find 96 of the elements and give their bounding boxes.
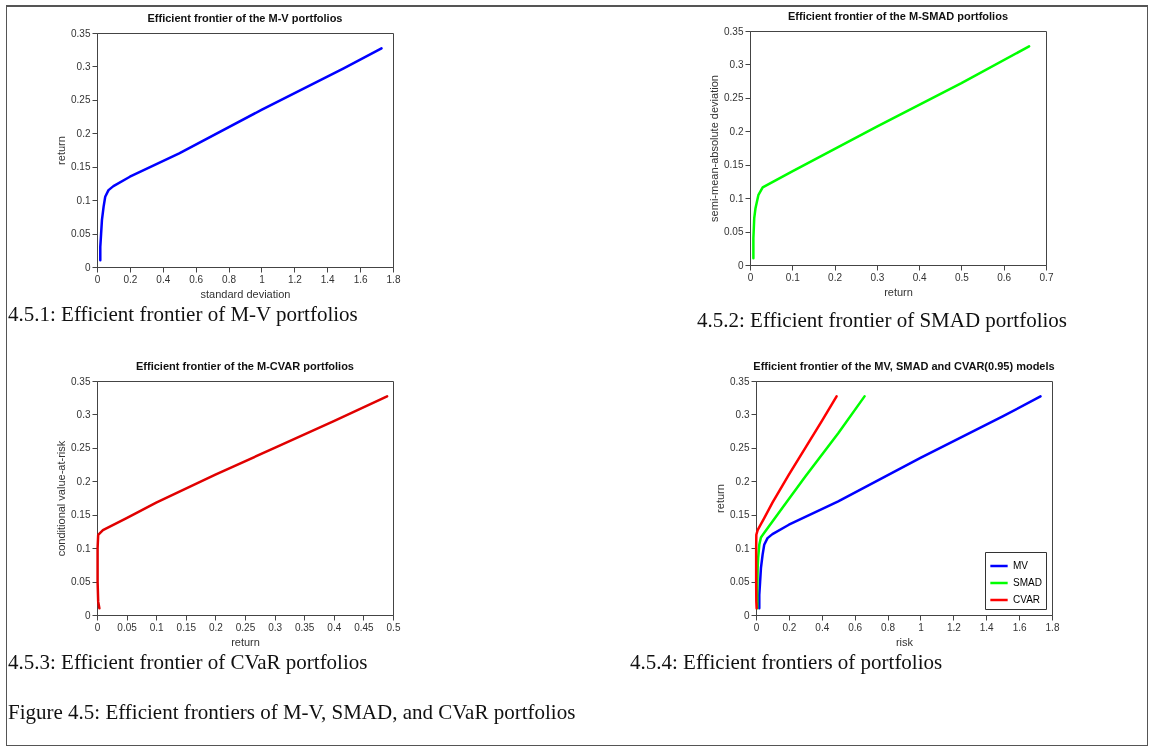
x-tick-label: 0.5 <box>386 621 401 633</box>
y-tick-label: 0 <box>743 609 750 621</box>
x-tick-label: 0.35 <box>294 621 315 633</box>
x-tick-label: 0.3 <box>870 271 885 283</box>
x-tick-label: 0.8 <box>222 273 237 285</box>
y-tick-label: 0.05 <box>71 576 91 588</box>
y-tick-label: 0.2 <box>76 475 91 487</box>
x-tick-label: 0.45 <box>354 621 375 633</box>
y-tick-label: 0.2 <box>735 475 750 487</box>
line-series <box>758 395 1042 610</box>
text: 4.5.3: Efficient frontier of CVaR portfolios <box>8 650 369 674</box>
x-tick-label: 0.15 <box>176 621 197 633</box>
x-tick-label: 0.1 <box>785 271 801 283</box>
line-series <box>99 47 383 262</box>
x-tick-label: 1.8 <box>386 273 401 285</box>
y-tick-label: 0.05 <box>730 576 750 588</box>
y-tick-label: 0.3 <box>76 408 91 420</box>
y-axis-title: return <box>55 136 68 165</box>
text: 4.5.1: Efficient frontier of M-V portfolios <box>8 302 359 326</box>
x-tick-label: 0.4 <box>156 273 171 285</box>
y-tick-label: 0.2 <box>729 125 744 137</box>
y-tick-label: 0.25 <box>724 92 744 104</box>
x-tick-label: 0 <box>94 273 101 285</box>
x-tick-label: 0.2 <box>123 273 138 285</box>
chart-title: Efficient frontier of the MV, SMAD and CVAR(0.95) models <box>753 360 1055 372</box>
y-tick-label: 0 <box>84 261 91 273</box>
x-tick-label: 1.6 <box>353 273 368 285</box>
text: 4.5.2: Efficient frontier of SMAD portfolios <box>697 308 1068 332</box>
y-tick-label: 0.35 <box>724 25 744 37</box>
x-tick-label: 0.6 <box>997 271 1012 283</box>
text: 4.5.4: Efficient frontiers of portfolios <box>630 650 944 674</box>
legend-label: CVAR <box>1013 594 1041 605</box>
y-tick-label: 0.15 <box>71 509 91 521</box>
x-axis-title: standard deviation <box>200 287 291 300</box>
y-tick-label: 0.05 <box>71 228 91 240</box>
x-tick-label: 0.25 <box>235 621 256 633</box>
y-tick-label: 0.15 <box>71 161 91 173</box>
chart-title: Efficient frontier of the M-CVAR portfolios <box>136 360 354 372</box>
y-tick-label: 0.35 <box>71 375 91 387</box>
y-tick-label: 0.2 <box>76 127 91 139</box>
y-axis-title: conditional value-at-risk <box>55 440 68 557</box>
x-tick-label: 0 <box>753 621 760 633</box>
y-tick-label: 0.1 <box>76 542 91 554</box>
x-tick-label: 1.4 <box>320 273 336 285</box>
x-tick-label: 0.4 <box>815 621 830 633</box>
y-tick-label: 0.15 <box>730 509 750 521</box>
y-tick-label: 0.1 <box>729 192 744 204</box>
y-tick-label: 0 <box>737 259 744 271</box>
x-tick-label: 0.05 <box>117 621 138 633</box>
x-tick-label: 1.2 <box>287 273 303 285</box>
x-tick-label: 0.1 <box>149 621 165 633</box>
x-tick-label: 1.6 <box>1012 621 1027 633</box>
y-tick-label: 0.25 <box>71 442 91 454</box>
y-tick-label: 0.25 <box>71 94 91 106</box>
y-tick-label: 0.15 <box>724 159 744 171</box>
x-axis-title: return <box>884 285 913 298</box>
x-tick-label: 0.2 <box>782 621 797 633</box>
x-tick-label: 0.8 <box>881 621 896 633</box>
x-tick-label: 0.3 <box>268 621 283 633</box>
x-tick-label: 0.7 <box>1039 271 1054 283</box>
legend-label: SMAD <box>1013 577 1042 588</box>
y-axis-title: return <box>714 484 727 513</box>
x-tick-label: 1.2 <box>946 621 962 633</box>
y-axis-title: semi-mean-absolute deviation <box>708 75 721 222</box>
x-axis-title: return <box>231 635 260 648</box>
y-tick-label: 0.3 <box>729 58 744 70</box>
legend-label: MV <box>1013 560 1029 571</box>
line-series <box>754 395 838 610</box>
x-axis-title: risk <box>895 635 914 648</box>
x-tick-label: 1.4 <box>979 621 995 633</box>
line-series <box>752 45 1031 260</box>
line-series <box>96 395 389 610</box>
x-tick-label: 0.2 <box>208 621 224 633</box>
x-tick-label: 1 <box>259 273 266 285</box>
x-tick-label: 0.5 <box>954 271 970 283</box>
x-tick-label: 0 <box>94 621 101 633</box>
x-tick-label: 1.8 <box>1045 621 1060 633</box>
y-tick-label: 0.35 <box>730 375 750 387</box>
x-tick-label: 0.2 <box>828 271 843 283</box>
y-tick-label: 0 <box>84 609 91 621</box>
y-tick-label: 0.1 <box>76 194 91 206</box>
chart-title: Efficient frontier of the M-SMAD portfolios <box>788 10 1008 22</box>
y-tick-label: 0.35 <box>71 27 91 39</box>
x-tick-label: 1 <box>918 621 925 633</box>
x-tick-label: 0.4 <box>327 621 342 633</box>
caption: Figure 4.5: Efficient frontiers of M-V, SMAD, and CVaR portfolios <box>8 700 577 724</box>
line-series <box>756 395 866 610</box>
x-tick-label: 0.4 <box>912 271 928 283</box>
y-tick-label: 0.3 <box>76 60 91 72</box>
y-tick-label: 0.25 <box>730 442 750 454</box>
x-tick-label: 0.6 <box>189 273 204 285</box>
y-tick-label: 0.05 <box>724 226 744 238</box>
y-tick-label: 0.1 <box>735 542 750 554</box>
chart-title: Efficient frontier of the M-V portfolios <box>147 12 343 24</box>
y-tick-label: 0.3 <box>735 408 750 420</box>
x-tick-label: 0.6 <box>848 621 863 633</box>
